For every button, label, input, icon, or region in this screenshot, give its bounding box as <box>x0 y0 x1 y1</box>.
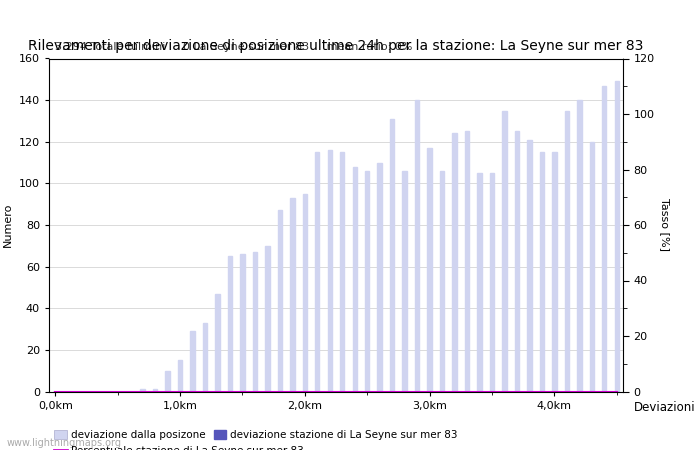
Legend: Percentuale stazione di La Seyne sur mer 83: Percentuale stazione di La Seyne sur mer… <box>54 446 304 450</box>
Bar <box>514 131 519 392</box>
Bar <box>353 166 357 392</box>
Bar <box>390 119 394 392</box>
Bar <box>278 211 282 392</box>
Bar <box>615 81 619 392</box>
Text: www.lightningmaps.org: www.lightningmaps.org <box>7 438 122 448</box>
Bar <box>440 171 444 392</box>
Legend: deviazione dalla posizone, deviazione stazione di La Seyne sur mer 83: deviazione dalla posizone, deviazione st… <box>54 430 458 440</box>
Bar <box>265 246 270 392</box>
Bar <box>477 173 482 392</box>
Text: 3.294 Totale fulmini     0 La Seyne sur mer 83     mean ratio: 0%: 3.294 Totale fulmini 0 La Seyne sur mer … <box>55 42 412 52</box>
Bar <box>141 389 145 392</box>
Bar <box>216 294 220 392</box>
Title: Rilevamenti per deviazione di posizione ultime 24h per la stazione: La Seyne sur: Rilevamenti per deviazione di posizione … <box>28 39 644 53</box>
Bar <box>527 140 531 392</box>
Y-axis label: Tasso [%]: Tasso [%] <box>660 198 670 252</box>
Bar <box>315 152 319 392</box>
Bar <box>178 360 182 392</box>
Bar <box>190 331 195 392</box>
Bar <box>377 162 382 392</box>
Y-axis label: Numero: Numero <box>4 203 13 247</box>
Bar <box>552 152 557 392</box>
Bar <box>365 171 370 392</box>
Bar <box>452 133 456 392</box>
Bar <box>253 252 257 392</box>
Bar <box>565 111 569 392</box>
Bar <box>240 254 244 392</box>
Bar <box>415 100 419 392</box>
Text: Deviazioni: Deviazioni <box>634 401 695 414</box>
Bar <box>402 171 407 392</box>
Bar <box>203 323 207 392</box>
Bar <box>465 131 469 392</box>
Bar <box>340 152 344 392</box>
Bar <box>428 148 432 392</box>
Bar <box>228 256 232 392</box>
Bar <box>153 389 158 392</box>
Bar <box>540 152 544 392</box>
Bar <box>503 111 507 392</box>
Bar <box>302 194 307 392</box>
Bar <box>328 150 332 392</box>
Bar <box>165 371 169 392</box>
Bar <box>577 100 582 392</box>
Bar <box>490 173 494 392</box>
Bar <box>290 198 295 392</box>
Bar <box>589 142 594 392</box>
Bar <box>602 86 606 392</box>
